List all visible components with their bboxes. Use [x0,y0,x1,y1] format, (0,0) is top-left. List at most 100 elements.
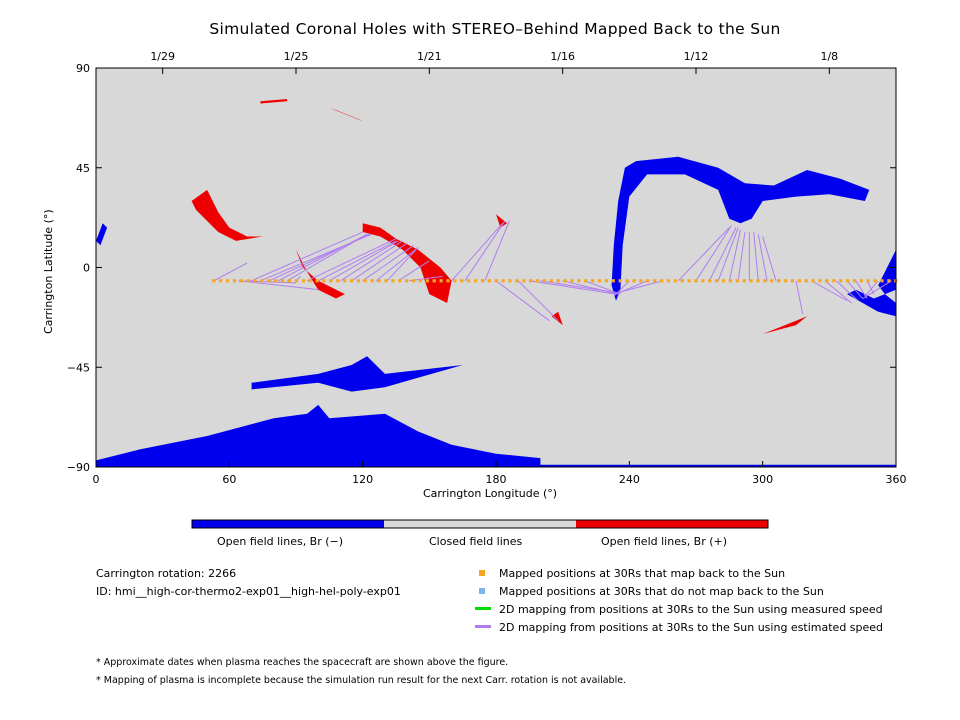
mapped-point [653,279,657,283]
mapped-point [542,279,547,283]
mapping-line-estimated [728,229,741,281]
mapping-line-estimated [584,280,621,295]
mapped-point [749,279,753,283]
mapping-line-estimated [757,234,768,281]
mapped-point [659,279,664,283]
mapped-point [439,279,443,283]
mapped-point [604,279,609,283]
mapped-point [363,279,367,283]
mapping-line-estimated [306,238,397,282]
mapped-point [487,279,491,283]
mapped-point [398,279,402,283]
run-id: ID: hmi__high-cor-thermo2-exp01__high-he… [96,585,401,598]
mapping-line-estimated [351,242,408,282]
coronal-hole-negative [96,404,541,467]
mapped-point [411,279,416,283]
mapped-point [577,279,581,283]
mapped-point [473,279,478,283]
mapping-line-estimated [238,280,319,291]
footnote-incomplete: * Mapping of plasma is incomplete becaus… [96,675,627,686]
mapped-point [274,279,278,283]
coronal-hole-positive [496,214,508,228]
mapped-point [508,279,512,283]
colorbar-segment [192,520,384,528]
mapping-line-estimated [824,280,852,304]
mapped-point [308,279,312,283]
mapped-point [804,279,808,283]
x-axis-label: Carrington Longitude (°) [423,487,558,500]
y-tick-label: −45 [67,361,90,374]
mapping-line-estimated [762,236,777,281]
mapped-point [563,279,567,283]
mapping-line-estimated [277,233,368,282]
mapped-point [584,279,588,283]
coronal-hole-positive [329,107,363,122]
mapped-point [742,279,746,283]
mapped-point [680,279,684,283]
mapping-line-estimated [529,280,617,295]
colorbar-label-closed: Closed field lines [429,535,523,548]
mapped-point [597,279,602,283]
coronal-hole-positive [362,223,452,303]
mapped-point [232,279,237,283]
mapped-point [370,279,374,283]
mapped-point [225,279,230,283]
top-tick-label: 1/8 [820,50,838,63]
mapping-line-estimated [451,222,504,282]
legend-swatch-estimated [475,625,491,628]
mapped-point [522,279,526,283]
mapped-point [336,279,340,283]
mapped-point [673,279,677,283]
mapped-point [777,279,781,283]
mapping-line-estimated [862,280,892,299]
mapped-point [377,279,381,283]
colorbar-label-positive: Open field lines, Br (+) [601,535,728,548]
mapping-line-estimated [517,280,559,322]
mapped-point [728,279,733,283]
x-tick-label: 60 [222,473,236,486]
mapped-point [887,279,891,283]
mapping-line-estimated [286,233,368,282]
x-tick-label: 240 [619,473,640,486]
mapped-point [625,279,629,283]
mapped-point [315,279,319,283]
mapping-line-estimated [695,225,732,282]
legend-swatch-measured [475,607,491,610]
x-tick-label: 0 [93,473,100,486]
mapped-point [687,279,691,283]
mapping-line-estimated [620,280,663,293]
mapped-point [425,279,429,283]
mapped-point [632,279,636,283]
mapping-line-estimated [835,280,859,302]
top-tick-label: 1/12 [684,50,709,63]
mapped-point [535,279,540,283]
mapped-point [825,279,829,283]
mapped-point [845,279,850,283]
mapping-line-estimated [708,227,737,282]
mapped-point [611,279,615,283]
coronal-hole-positive [296,249,345,299]
mapped-point [556,279,560,283]
mapped-point [708,279,712,283]
legend-label-measured: 2D mapping from positions at 30Rs to the… [499,603,883,616]
plot-background [96,68,896,467]
coronal-hole-negative [611,156,870,301]
mapped-point [591,279,595,283]
mapping-line-estimated [811,280,848,302]
mapped-point [880,279,884,283]
y-tick-label: −90 [67,461,90,474]
mapped-point [763,279,767,283]
mapping-line-estimated [397,260,430,282]
mapped-point [322,279,326,283]
mapped-point [515,279,519,283]
mapped-point [790,279,795,283]
mapping-line-estimated [317,240,397,282]
coronal-hole-negative [96,223,108,246]
mapped-point [494,279,498,283]
coronal-hole-negative [251,356,463,392]
mapped-point [239,279,243,283]
y-tick-label: 45 [76,162,90,175]
mapped-point [839,279,843,283]
mapped-point [818,279,822,283]
